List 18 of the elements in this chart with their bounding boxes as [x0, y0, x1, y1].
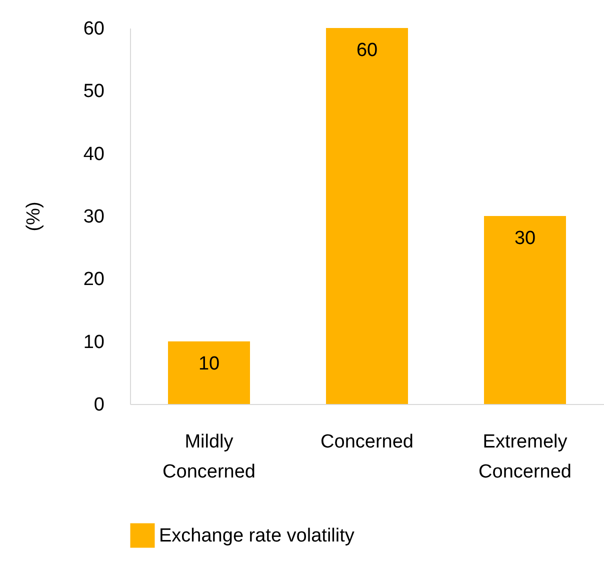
x-tick-label: Mildly Concerned: [162, 432, 256, 482]
y-tick-label: 30: [83, 206, 104, 228]
y-axis-title: (%): [23, 202, 44, 232]
bar: [326, 28, 408, 404]
legend-label: Exchange rate volatility: [159, 526, 355, 546]
y-tick-label: 0: [94, 394, 104, 416]
y-tick-label: 50: [83, 81, 104, 102]
bar: [484, 216, 566, 404]
y-tick-label: 10: [83, 332, 104, 353]
y-tick-label: 20: [83, 269, 104, 290]
x-tick-label: Extremely Concerned: [478, 432, 572, 482]
bar: [168, 341, 250, 404]
y-tick-label: 40: [83, 144, 104, 165]
x-tick-label: Concerned: [320, 432, 414, 452]
data-label: 30: [514, 228, 536, 249]
data-label: 10: [198, 353, 220, 374]
y-tick-label: 60: [83, 18, 104, 40]
data-label: 60: [356, 40, 378, 61]
